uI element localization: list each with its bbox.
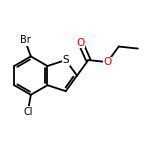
Text: S: S [62, 55, 69, 65]
Text: O: O [103, 57, 112, 67]
Text: O: O [76, 38, 85, 48]
Text: Br: Br [20, 35, 30, 45]
Text: Cl: Cl [23, 107, 33, 117]
